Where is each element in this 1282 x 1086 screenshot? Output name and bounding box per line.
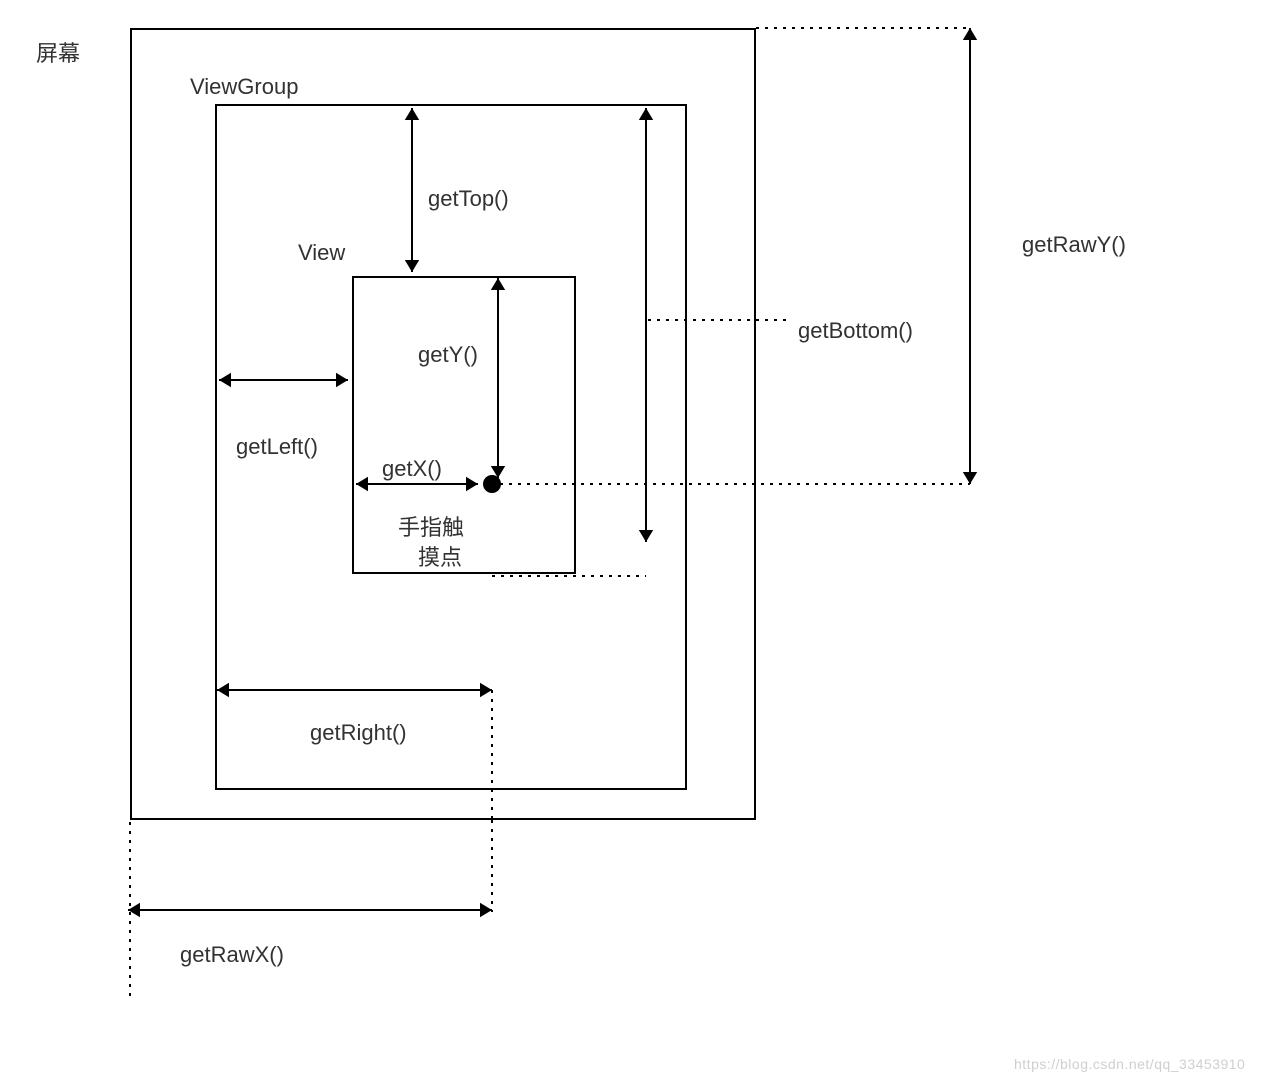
diagram-canvas: 屏幕 ViewGroup View getTop() getY() getLef… [0,0,1282,1086]
label-touch-line1: 手指触 [398,510,464,542]
label-getrawy: getRawY() [1022,232,1126,258]
label-screen: 屏幕 [36,36,80,68]
label-viewgroup: ViewGroup [190,74,298,100]
watermark: https://blog.csdn.net/qq_33453910 [1014,1056,1245,1072]
label-getleft: getLeft() [236,434,318,460]
label-view: View [298,240,345,266]
label-gettop: getTop() [428,186,509,212]
label-touch-line2: 摸点 [418,540,462,572]
label-getbottom: getBottom() [798,318,913,344]
diagram-svg [0,0,1282,1086]
label-getrawx: getRawX() [180,942,284,968]
label-getx: getX() [382,456,442,482]
label-getright: getRight() [310,720,407,746]
label-gety: getY() [418,342,478,368]
